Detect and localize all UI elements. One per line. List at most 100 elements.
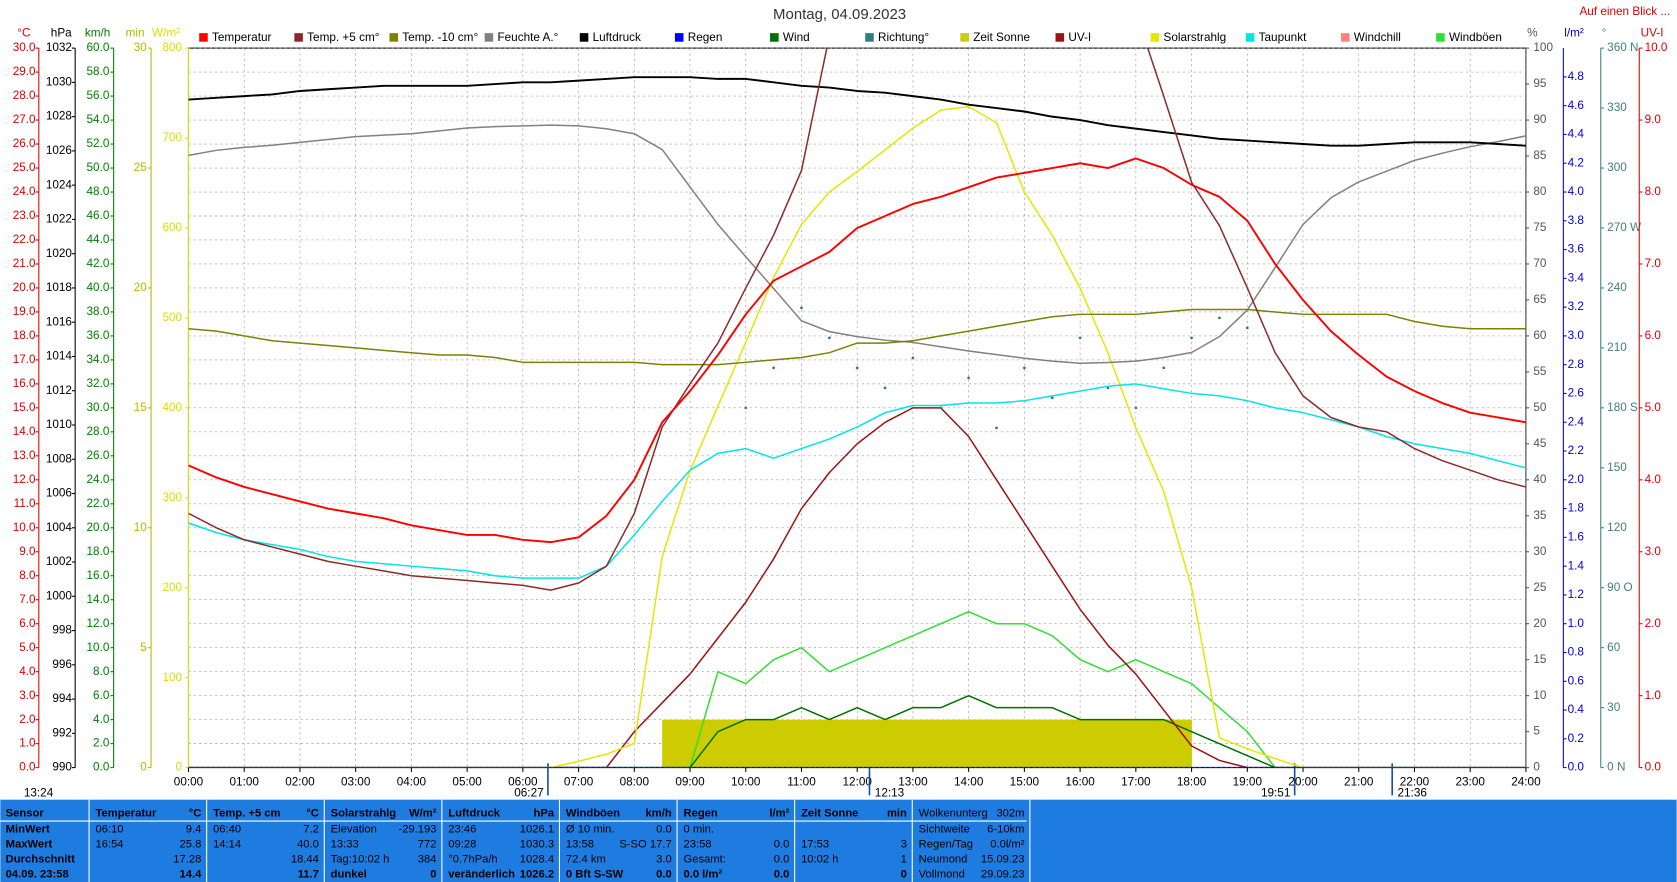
y-tick-label: 15 <box>1533 653 1547 666</box>
series-line <box>188 610 1526 768</box>
table-cell: Vollmond <box>919 868 965 880</box>
y-tick-label: 3.2 <box>1568 300 1584 313</box>
direction-dot <box>827 336 831 340</box>
table-cell: -29.193 <box>398 824 436 836</box>
note: 13:24 <box>24 786 54 799</box>
table-cell: 14:14 <box>213 839 241 851</box>
y-tick-label: 11.0 <box>14 497 36 510</box>
legend-label: Temp. -10 cm° <box>402 31 478 44</box>
x-tick-label: 21:00 <box>1344 776 1374 789</box>
y-tick-label: 90 O <box>1607 581 1632 594</box>
table-cell: 0 min. <box>683 824 714 836</box>
table-cell: 10:02 h <box>801 854 838 866</box>
table-cell: Ø 10 min. <box>566 824 615 836</box>
y-tick-label: 0.0 <box>1568 761 1585 774</box>
y-tick-label: 120 <box>1607 521 1627 534</box>
sun-bar <box>717 719 747 768</box>
table-cell: °0.7hPa/h <box>448 854 497 866</box>
y-tick-label: 30 <box>1533 545 1547 558</box>
table-header: Windböen <box>566 808 620 820</box>
y-tick-label: 2.2 <box>1568 444 1584 457</box>
y-tick-label: 2.4 <box>1568 415 1585 428</box>
legend-label: UV-I <box>1068 31 1091 44</box>
legend-label: Feuchte A.° <box>497 31 558 44</box>
y-tick-label: 27.0 <box>13 113 36 126</box>
legend-swatch <box>1340 33 1350 42</box>
direction-dot <box>1106 386 1110 390</box>
y-tick-label: 300 <box>162 491 182 504</box>
y-tick-label: 4.4 <box>1568 128 1585 141</box>
sun-bar <box>885 719 914 768</box>
y-tick-label: 4.0 <box>1568 185 1585 198</box>
y-tick-label: 1.4 <box>1568 559 1585 572</box>
x-tick-label: 05:00 <box>452 776 482 789</box>
y-tick-label: 5 <box>1533 725 1540 738</box>
y-tick-label: 9.0 <box>19 545 36 558</box>
y-tick-label: 0.6 <box>1568 674 1585 687</box>
table-cell: 384 <box>418 854 437 866</box>
y-tick-label: 75 <box>1533 221 1547 234</box>
y-tick-label: 200 <box>162 581 182 594</box>
y-tick-label: 80 <box>1533 185 1547 198</box>
link[interactable]: Auf einen Blick ... <box>1579 5 1670 18</box>
sun-bar <box>1107 719 1137 768</box>
y-tick-label: 56.0 <box>87 89 110 102</box>
table-header: min <box>887 808 907 820</box>
direction-dot <box>744 406 748 410</box>
sun-bar <box>1052 719 1081 768</box>
y-tick-label: 40.0 <box>87 281 110 294</box>
y-tick-label: 1024 <box>46 178 73 191</box>
table-cell: 0.0 l/m² <box>683 868 722 880</box>
table-cell: Gesamt: <box>683 854 725 866</box>
y-tick-label: 4.0 <box>19 665 36 678</box>
series-line <box>188 48 1526 591</box>
y-tick-label: 1028 <box>46 110 73 123</box>
table-cell: 0 <box>901 868 907 880</box>
table-header: °C <box>189 808 202 820</box>
y-tick-label: 20.0 <box>87 521 110 534</box>
table-cell: 0.0 <box>774 854 790 866</box>
y-tick-label: 22.0 <box>13 233 36 246</box>
table-cell: 772 <box>418 839 437 851</box>
y-tick-label: 800 <box>162 41 182 54</box>
series-line <box>188 694 1526 768</box>
direction-dot <box>883 386 887 390</box>
y-tick-label: 19.0 <box>13 305 36 318</box>
table-cell: 1030.3 <box>520 839 554 851</box>
series-line <box>188 157 1526 544</box>
y-tick-label: 15.0 <box>13 401 36 414</box>
table-cell: S-SO 17.7 <box>619 839 671 851</box>
y-tick-label: 1012 <box>46 384 72 397</box>
direction-dot <box>1050 396 1054 400</box>
annotation: 06:27 <box>514 786 543 799</box>
legend-swatch <box>389 33 399 42</box>
y-tick-label: 1020 <box>46 247 73 260</box>
y-tick-label: 100 <box>1533 41 1553 54</box>
y-tick-label: 90 <box>1533 113 1547 126</box>
y-tick-label: 95 <box>1533 77 1547 90</box>
y-tick-label: 22.0 <box>87 497 110 510</box>
y-tick-label: 25 <box>134 161 148 174</box>
axis-title: min <box>126 26 145 39</box>
y-tick-label: 3.0 <box>1568 329 1585 342</box>
y-tick-label: 1016 <box>46 315 73 328</box>
y-tick-label: 1018 <box>46 281 73 294</box>
x-tick-label: 15:00 <box>1010 776 1040 789</box>
table-cell: 1026.2 <box>520 868 554 880</box>
table-cell: 23:46 <box>448 824 476 836</box>
y-tick-label: 1000 <box>46 589 73 602</box>
series-line <box>188 124 1526 365</box>
y-tick-label: 996 <box>52 658 72 671</box>
y-tick-label: 12.0 <box>87 617 110 630</box>
y-tick-label: 13.0 <box>13 449 36 462</box>
y-tick-label: 240 <box>1607 281 1627 294</box>
x-tick-label: 22:00 <box>1400 776 1430 789</box>
y-tick-label: 54.0 <box>87 113 110 126</box>
legend-swatch <box>1150 33 1160 42</box>
y-tick-label: 2.8 <box>1568 358 1585 371</box>
table-cell: 23:58 <box>683 839 711 851</box>
table-header: Luftdruck <box>448 808 500 820</box>
x-tick-label: 14:00 <box>954 776 984 789</box>
y-tick-label: 10.0 <box>13 521 36 534</box>
y-tick-label: 10.0 <box>87 641 110 654</box>
